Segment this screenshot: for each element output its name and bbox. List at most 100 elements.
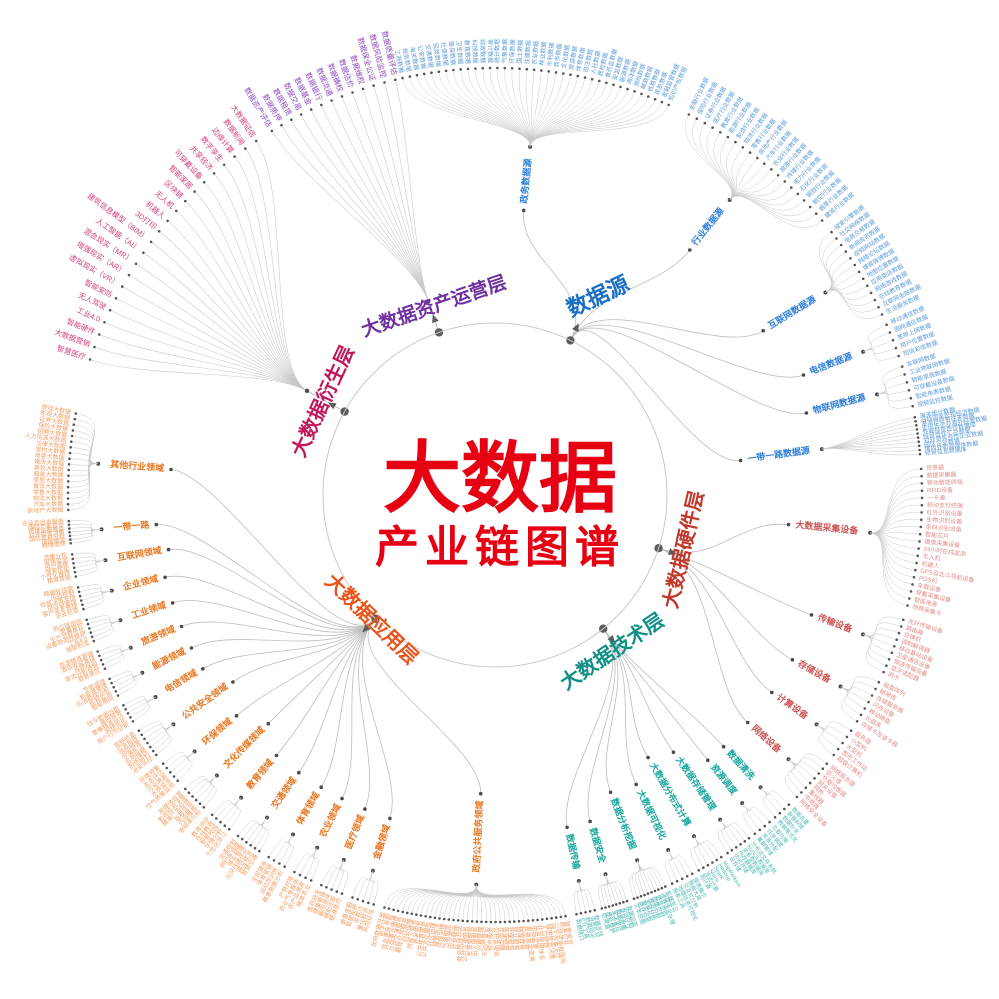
leaf-dot xyxy=(909,396,913,400)
leaf-link xyxy=(177,211,308,392)
leaf-dot xyxy=(739,843,742,846)
leaf-dot xyxy=(278,862,281,865)
leaf-dot xyxy=(813,777,816,780)
child-inner-dot xyxy=(169,467,173,472)
leaf-dot xyxy=(131,720,135,723)
leaf-dot xyxy=(532,68,536,72)
leaf-dot xyxy=(783,180,787,183)
leaf-dot xyxy=(702,866,705,869)
branch-link xyxy=(523,210,577,341)
child-node-label: 旅游领域 xyxy=(139,623,176,647)
child-inner-dot xyxy=(671,750,676,754)
child-inner-dot xyxy=(688,248,692,252)
leaf-label: 移动智能终端 xyxy=(927,478,963,487)
leaf-link xyxy=(788,759,805,787)
leaf-dot xyxy=(615,903,618,906)
leaf-dot xyxy=(459,68,463,71)
leaf-dot xyxy=(447,918,451,921)
child-inner-dot xyxy=(738,458,743,463)
leaf-dot xyxy=(480,920,483,924)
leaf-link xyxy=(448,884,477,918)
leaf-link xyxy=(692,120,733,201)
leaf-link xyxy=(152,242,308,392)
leaf-label: 国土数据 xyxy=(515,39,524,63)
leaf-dot xyxy=(545,917,549,921)
leaf-link xyxy=(788,757,822,768)
leaf-dot xyxy=(913,415,917,419)
leaf-dot xyxy=(227,827,231,831)
branch-link xyxy=(168,548,376,629)
leaf-label: 住建数据 xyxy=(523,40,533,65)
leaf-link xyxy=(825,252,845,293)
leaf-link xyxy=(409,78,531,147)
leaf-dot xyxy=(69,446,72,449)
child-inner-dot xyxy=(761,328,765,333)
leaf-link xyxy=(729,176,777,201)
leaf-dot xyxy=(897,631,901,635)
leaf-dot xyxy=(902,618,905,622)
branch-label-data-source: 数据源 xyxy=(563,271,633,322)
leaf-label: 家居大数据 xyxy=(33,476,63,485)
leaf-dot xyxy=(108,308,112,312)
leaf-dot xyxy=(66,480,70,483)
leaf-dot xyxy=(415,73,419,77)
leaf-dot xyxy=(885,323,888,327)
child-inner-dot xyxy=(646,755,650,760)
leaf-dot xyxy=(280,123,283,127)
leaf-link xyxy=(352,94,429,302)
leaf-link xyxy=(425,884,477,915)
leaf-dot xyxy=(787,803,791,806)
leaf-link xyxy=(693,836,717,859)
leaf-link xyxy=(784,759,796,796)
leaf-dot xyxy=(503,66,507,70)
leaf-dot xyxy=(703,121,707,125)
leaf-link xyxy=(352,870,374,896)
leaf-dot xyxy=(86,622,90,626)
leaf-label: 医保结算 xyxy=(502,927,511,951)
leaf-dot xyxy=(849,257,852,260)
leaf-label: 摄像采集设备 xyxy=(924,538,961,550)
leaf-dot xyxy=(101,663,105,666)
leaf-label: 民政数据 xyxy=(431,42,442,67)
branch-link xyxy=(658,547,748,723)
leaf-link xyxy=(134,696,156,721)
leaf-dot xyxy=(820,219,824,222)
leaf-label: 美妆大数据 xyxy=(34,464,64,474)
leaf-dot xyxy=(844,250,848,253)
leaf-link xyxy=(573,880,581,913)
leaf-dot xyxy=(73,570,77,574)
leaf-dot xyxy=(877,680,881,684)
branch-link xyxy=(602,628,649,758)
leaf-dot xyxy=(917,444,921,448)
leaf-link xyxy=(106,647,131,669)
leaf-dot xyxy=(920,489,924,493)
leaf-link xyxy=(140,721,174,730)
leaf-label: 跨境金融服务 xyxy=(28,524,65,535)
leaf-dot xyxy=(194,798,198,802)
leaf-dot xyxy=(66,491,70,495)
leaf-link xyxy=(629,860,640,897)
leaf-dot xyxy=(720,855,723,859)
leaf-dot xyxy=(841,741,844,745)
leaf-dot xyxy=(422,72,426,76)
leaf-link xyxy=(300,847,318,874)
leaf-dot xyxy=(600,907,604,910)
leaf-dot xyxy=(857,270,861,274)
leaf-dot xyxy=(917,547,920,550)
leaf-dot xyxy=(853,263,857,267)
leaf-link xyxy=(72,452,99,465)
leaf-dot xyxy=(870,694,874,697)
leaf-dot xyxy=(202,181,206,184)
leaf-dot xyxy=(240,837,244,841)
leaf-link xyxy=(285,834,294,866)
leaf-link xyxy=(88,615,121,623)
leaf-dot xyxy=(79,599,83,602)
leaf-dot xyxy=(340,95,344,98)
leaf-link xyxy=(235,157,308,392)
leaf-label: 卫生数据 xyxy=(455,40,465,65)
leaf-dot xyxy=(320,103,323,107)
leaf-dot xyxy=(836,747,840,751)
leaf-dot xyxy=(78,594,82,598)
leaf-label: 统计数据 xyxy=(493,39,501,63)
